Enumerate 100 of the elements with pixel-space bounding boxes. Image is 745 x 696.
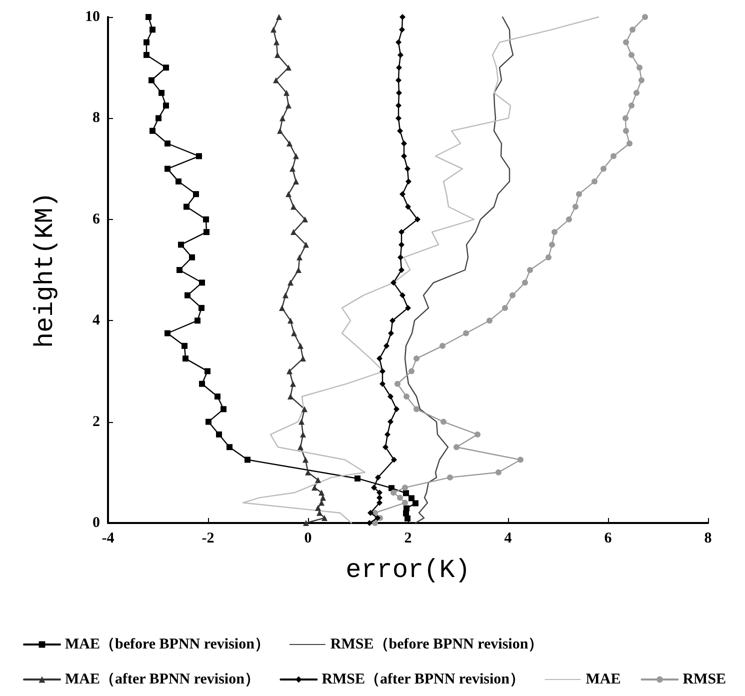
point — [376, 356, 382, 362]
point — [527, 267, 533, 273]
y-tick-label: 0 — [92, 515, 100, 531]
point — [293, 178, 299, 184]
x-tick-label: -4 — [102, 530, 115, 546]
point — [623, 39, 629, 46]
point — [148, 77, 154, 84]
point — [280, 115, 286, 122]
point — [163, 64, 169, 71]
point — [390, 318, 396, 324]
point — [398, 52, 404, 58]
point — [398, 242, 404, 248]
point — [402, 484, 408, 491]
point — [397, 128, 403, 134]
x-tick-label: 8 — [704, 530, 712, 546]
point — [384, 431, 390, 438]
point — [184, 204, 190, 210]
point — [303, 520, 309, 526]
point — [199, 280, 205, 286]
point — [388, 394, 394, 400]
y-tick-label: 2 — [92, 414, 100, 430]
y-tick-label: 10 — [85, 9, 100, 25]
point — [288, 280, 294, 286]
point — [405, 304, 411, 311]
point — [549, 242, 555, 248]
point — [296, 254, 302, 260]
point — [291, 330, 297, 336]
point — [288, 394, 294, 400]
point — [414, 406, 420, 412]
point — [399, 26, 405, 33]
point — [642, 14, 648, 20]
point — [572, 204, 578, 210]
point — [279, 304, 285, 311]
point — [405, 204, 411, 210]
point — [440, 342, 446, 349]
point — [286, 191, 292, 198]
point — [178, 242, 184, 248]
point — [496, 469, 502, 476]
point — [368, 510, 374, 516]
point — [203, 216, 209, 222]
point — [522, 280, 528, 286]
point — [398, 254, 404, 260]
point — [270, 26, 276, 33]
point — [286, 140, 292, 146]
legend-label: RMSE — [682, 672, 726, 688]
point — [372, 520, 378, 526]
point — [396, 64, 402, 71]
point — [214, 394, 220, 400]
x-tick-label: 2 — [404, 530, 412, 546]
point — [600, 166, 606, 172]
x-tick-label: 4 — [504, 530, 512, 546]
point — [634, 90, 640, 96]
point — [302, 456, 308, 463]
point — [274, 52, 280, 58]
point — [226, 444, 232, 450]
point — [396, 115, 402, 122]
point — [156, 115, 162, 122]
point — [404, 166, 410, 172]
point — [315, 476, 321, 483]
x-axis-title: error(K) — [346, 555, 470, 585]
point — [296, 267, 302, 273]
x-tick-label: 6 — [604, 530, 612, 546]
point — [244, 456, 250, 463]
point — [380, 380, 386, 387]
point — [375, 474, 381, 480]
x-tick-label: -2 — [202, 530, 214, 546]
point — [322, 514, 328, 521]
point — [273, 77, 279, 84]
point — [474, 431, 480, 438]
legend-label: RMSE（before BPNN revision） — [330, 636, 544, 652]
point — [312, 484, 318, 491]
point — [144, 39, 150, 46]
x-tick-label: 0 — [304, 530, 312, 546]
point — [408, 368, 414, 374]
point — [401, 140, 407, 146]
point — [552, 229, 558, 236]
point — [628, 102, 634, 109]
point — [176, 267, 182, 273]
point — [546, 254, 552, 260]
point — [220, 406, 226, 412]
point — [592, 178, 598, 184]
point — [146, 14, 152, 20]
point — [390, 280, 396, 286]
point — [150, 26, 156, 33]
point — [380, 368, 386, 374]
point — [394, 380, 400, 387]
point — [274, 39, 280, 46]
point — [400, 292, 406, 298]
y-tick-label: 4 — [92, 312, 100, 329]
point — [204, 368, 210, 374]
point — [318, 490, 324, 496]
point — [196, 153, 202, 160]
point — [300, 431, 306, 438]
point — [502, 304, 508, 311]
point — [204, 229, 210, 236]
point — [276, 14, 282, 20]
point — [622, 115, 628, 122]
y-tick-label: 8 — [92, 110, 100, 126]
point — [298, 342, 304, 349]
point — [290, 380, 296, 387]
